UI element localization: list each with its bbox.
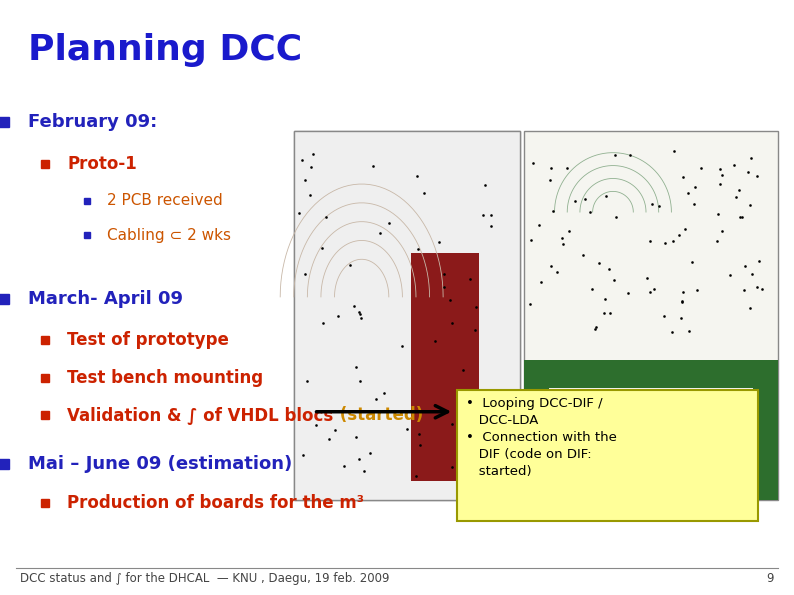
Text: •  Looping DCC-DIF /
   DCC-LDA
•  Connection with the
   DIF (code on DIF:
   s: • Looping DCC-DIF / DCC-LDA • Connection… xyxy=(466,397,617,478)
Text: 9: 9 xyxy=(767,572,774,585)
Text: March- April 09: March- April 09 xyxy=(28,290,183,308)
Text: DCC status and ∫ for the DHCAL  — KNU , Daegu, 19 feb. 2009: DCC status and ∫ for the DHCAL — KNU , D… xyxy=(20,572,389,585)
Text: Cabling ⊂ 2 wks: Cabling ⊂ 2 wks xyxy=(107,227,231,243)
Bar xyxy=(524,131,778,500)
Text: Planning DCC: Planning DCC xyxy=(28,33,302,67)
Text: Mai – June 09 (estimation): Mai – June 09 (estimation) xyxy=(28,455,292,473)
Text: 2 PCB received: 2 PCB received xyxy=(107,193,223,208)
Text: Production of boards for the m³: Production of boards for the m³ xyxy=(67,494,364,512)
Text: Test bench mounting: Test bench mounting xyxy=(67,369,264,387)
Bar xyxy=(524,359,778,500)
FancyBboxPatch shape xyxy=(457,390,758,521)
Bar xyxy=(294,131,520,500)
Bar xyxy=(411,253,480,481)
Bar xyxy=(549,388,753,458)
Text: Test of prototype: Test of prototype xyxy=(67,331,229,349)
Text: Proto-1: Proto-1 xyxy=(67,155,137,173)
Text: Validation & ∫ of VHDL blocs: Validation & ∫ of VHDL blocs xyxy=(67,406,333,424)
FancyBboxPatch shape xyxy=(294,131,520,500)
Text: (started): (started) xyxy=(333,406,423,424)
Text: February 09:: February 09: xyxy=(28,113,157,131)
